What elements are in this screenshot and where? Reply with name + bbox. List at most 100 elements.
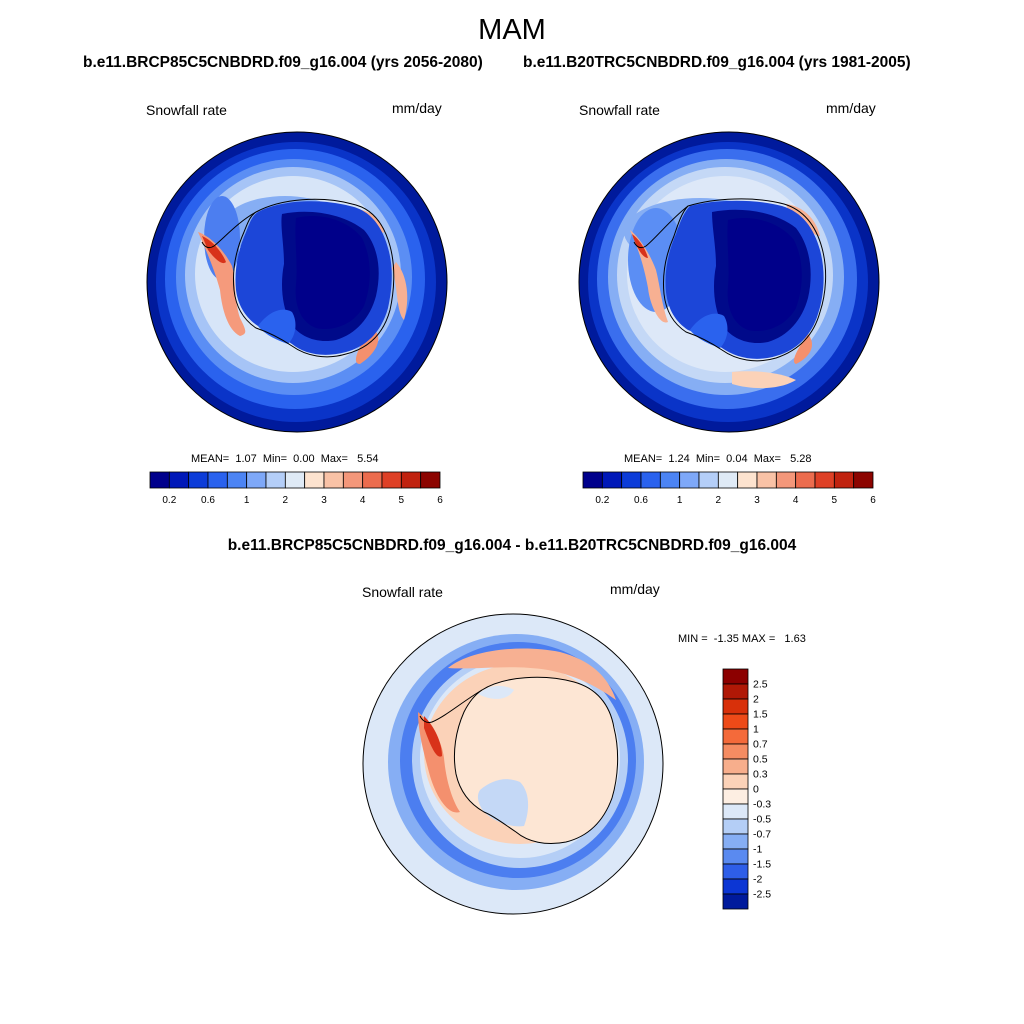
colorbar-swatch bbox=[679, 471, 700, 489]
colorbar-swatch bbox=[775, 471, 797, 489]
map-border bbox=[578, 131, 880, 433]
continent-core bbox=[727, 218, 802, 332]
panel-2-colorbar: 0.2 0.6 1 2 3 4 5 6 bbox=[582, 471, 876, 506]
colorbar-tick-label: 4 bbox=[793, 495, 799, 506]
colorbar-swatch bbox=[722, 758, 749, 775]
colorbar-tick-label: 3 bbox=[754, 495, 760, 506]
colorbar-tick-label: 5 bbox=[399, 495, 405, 506]
map-contour bbox=[355, 328, 379, 364]
colorbar-swatch bbox=[400, 471, 422, 489]
colorbar-swatch bbox=[737, 471, 758, 489]
panel-3-units-label: mm/day bbox=[610, 581, 660, 597]
colorbar-swatch bbox=[582, 471, 603, 489]
difference-title: b.e11.BRCP85C5CNBDRD.f09_g16.004 - b.e11… bbox=[227, 537, 797, 554]
min-label: Min= bbox=[262, 453, 288, 465]
colorbar-tick-label: 0.6 bbox=[634, 495, 648, 506]
panel-1-variable-label: Snowfall rate bbox=[146, 102, 227, 118]
colorbar-swatch bbox=[265, 471, 286, 489]
colorbar-swatch bbox=[722, 788, 749, 805]
colorbar-swatch bbox=[168, 471, 190, 489]
colorbar-tick-label: 1.5 bbox=[753, 709, 768, 721]
mean-value: 1.24 bbox=[668, 453, 690, 465]
panel-2-map bbox=[578, 131, 880, 433]
colorbar-tick-label: 3 bbox=[321, 495, 327, 506]
figure-title: MAM bbox=[478, 14, 546, 46]
panel-2-variable-label: Snowfall rate bbox=[579, 102, 660, 118]
colorbar-swatch bbox=[323, 471, 344, 489]
colorbar-swatch bbox=[722, 743, 749, 760]
min-value: -1.35 bbox=[713, 633, 739, 645]
colorbar-tick-label: 2 bbox=[753, 694, 759, 706]
colorbar-tick-label: 0.2 bbox=[162, 495, 176, 506]
mean-label: MEAN= bbox=[191, 453, 230, 465]
panel-2-units-label: mm/day bbox=[826, 100, 876, 116]
colorbar-swatch bbox=[246, 471, 267, 489]
map-contour bbox=[793, 334, 812, 364]
colorbar-swatch bbox=[722, 728, 749, 745]
colorbar-tick-label: 2.5 bbox=[753, 679, 768, 691]
panel-2-stats: MEAN= 1.24 Min= 0.04 Max= 5.28 bbox=[624, 453, 812, 465]
colorbar-swatch bbox=[342, 471, 364, 489]
colorbar-swatch bbox=[722, 818, 749, 835]
map-contour bbox=[392, 262, 408, 320]
min-value: 0.04 bbox=[726, 453, 748, 465]
ice-shelf bbox=[477, 779, 529, 827]
colorbar-swatch bbox=[698, 471, 719, 489]
map-border bbox=[362, 613, 664, 915]
colorbar-swatch bbox=[304, 471, 325, 489]
colorbar-tick-label: -0.5 bbox=[753, 814, 771, 826]
colorbar-tick-label: 0.6 bbox=[201, 495, 215, 506]
colorbar-swatch bbox=[722, 668, 749, 685]
colorbar-tick-label: 0 bbox=[753, 784, 759, 796]
colorbar-swatch bbox=[756, 471, 777, 489]
mean-value: 1.07 bbox=[235, 453, 257, 465]
panel-1-map bbox=[146, 131, 448, 433]
panel-2-title: b.e11.B20TRC5CNBDRD.f09_g16.004 (yrs 198… bbox=[523, 54, 911, 71]
colorbar-swatch bbox=[362, 471, 383, 489]
colorbar-swatch bbox=[207, 471, 228, 489]
map-border bbox=[146, 131, 448, 433]
colorbar-tick-label: 0.5 bbox=[753, 754, 768, 766]
map-contour bbox=[448, 648, 616, 700]
colorbar-tick-label: -0.7 bbox=[753, 829, 771, 841]
ice-shelf bbox=[690, 313, 728, 348]
panel-1-title: b.e11.BRCP85C5CNBDRD.f09_g16.004 (yrs 20… bbox=[83, 54, 483, 71]
colorbar-tick-label: 0.7 bbox=[753, 739, 768, 751]
colorbar-tick-label: -1 bbox=[753, 844, 762, 856]
min-value: 0.00 bbox=[293, 453, 315, 465]
map-contour bbox=[630, 230, 668, 323]
colorbar-tick-label: 0.2 bbox=[595, 495, 609, 506]
colorbar-tick-label: -2 bbox=[753, 874, 762, 886]
max-label: Max= bbox=[753, 453, 781, 465]
max-value: 5.54 bbox=[357, 453, 379, 465]
min-label: MIN = bbox=[678, 633, 708, 645]
colorbar-swatch bbox=[814, 471, 835, 489]
colorbar-tick-label: 1 bbox=[753, 724, 759, 736]
colorbar-swatch bbox=[722, 893, 749, 910]
colorbar-swatch bbox=[795, 471, 816, 489]
panel-3-variable-label: Snowfall rate bbox=[362, 584, 443, 600]
panel-1-colorbar: 0.2 0.6 1 2 3 4 5 6 bbox=[149, 471, 443, 506]
colorbar-swatch bbox=[833, 471, 855, 489]
min-label: Min= bbox=[695, 453, 721, 465]
max-label: Max= bbox=[320, 453, 348, 465]
colorbar-swatch bbox=[188, 471, 209, 489]
peninsula-coastline bbox=[419, 689, 483, 723]
colorbar-swatch bbox=[722, 803, 749, 820]
colorbar-tick-label: 6 bbox=[437, 495, 443, 506]
colorbar-swatch bbox=[722, 773, 749, 790]
colorbar-swatch bbox=[853, 471, 874, 489]
colorbar-swatch bbox=[284, 471, 306, 489]
colorbar-tick-label: 1 bbox=[244, 495, 250, 506]
colorbar-swatch bbox=[149, 471, 170, 489]
colorbar-tick-label: 6 bbox=[870, 495, 876, 506]
colorbar-tick-label: -0.3 bbox=[753, 799, 771, 811]
panel-3-stats: MIN = -1.35 MAX = 1.63 bbox=[678, 633, 806, 645]
mean-label: MEAN= bbox=[624, 453, 663, 465]
map-contour bbox=[632, 234, 648, 258]
colorbar-tick-label: 2 bbox=[716, 495, 722, 506]
colorbar-swatch bbox=[722, 713, 749, 730]
coastline bbox=[453, 676, 619, 845]
map-contour bbox=[478, 685, 514, 699]
